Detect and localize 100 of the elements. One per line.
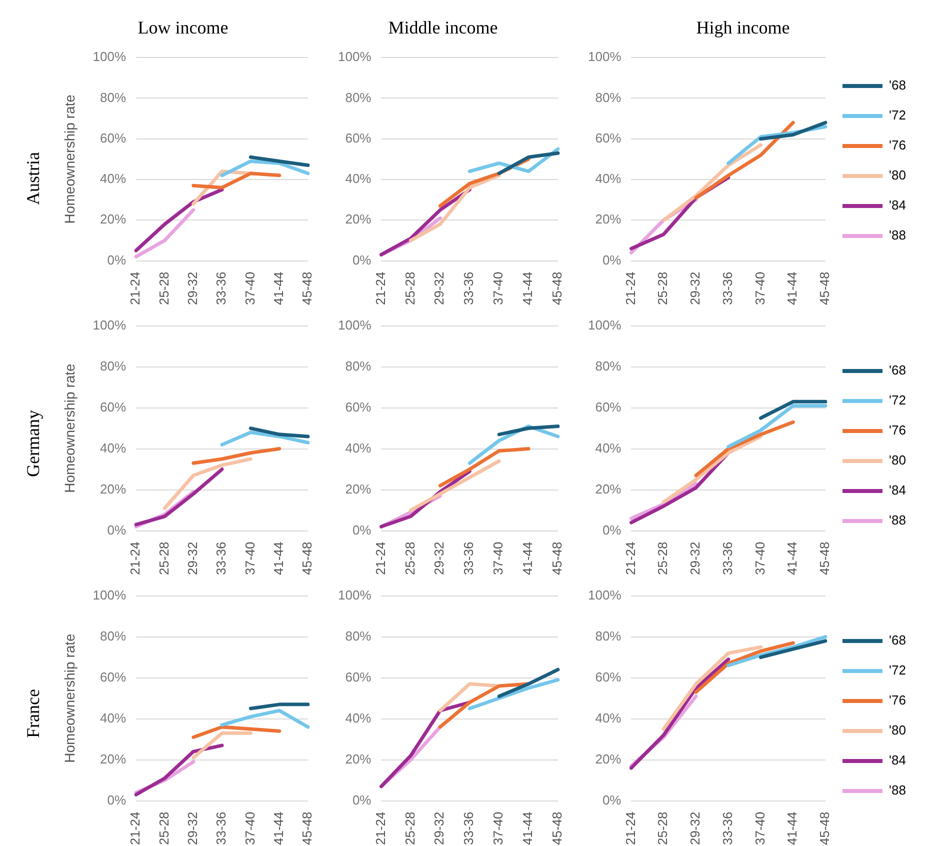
x-tick-label: 25-28: [156, 272, 172, 305]
x-tick-label: 25-28: [655, 812, 670, 845]
x-tick-label: 33-36: [214, 272, 229, 305]
y-tick-label: 100%: [92, 317, 126, 332]
x-tick-label: 45-48: [550, 542, 565, 575]
legend-label: '76: [889, 422, 906, 438]
legend-label: '80: [889, 168, 906, 183]
x-tick-label: 37-40: [490, 812, 506, 845]
x-tick-label: 37-40: [242, 272, 258, 305]
legend-label: '88: [889, 782, 906, 798]
x-tick-label: 21-24: [622, 272, 638, 305]
y-axis-title: Homeownership rate: [61, 94, 78, 224]
x-tick-label: 21-24: [372, 542, 388, 575]
y-tick-label: 20%: [100, 212, 126, 227]
y-tick-label: 0%: [602, 252, 622, 268]
y-tick-label: 0%: [352, 792, 372, 808]
x-tick-label: 21-24: [622, 542, 638, 575]
y-tick-label: 40%: [595, 171, 622, 186]
y-tick-label: 20%: [100, 481, 126, 496]
text: Austria: [22, 152, 44, 204]
legend-label: '88: [889, 512, 906, 528]
x-tick-label: 29-32: [432, 542, 447, 575]
y-axis-title: Homeownership rate: [61, 363, 78, 493]
y-tick-label: 60%: [595, 399, 622, 414]
y-tick-label: 40%: [345, 440, 372, 456]
x-tick-label: 21-24: [622, 812, 638, 845]
y-tick-label: 60%: [345, 669, 372, 684]
x-tick-label: 41-44: [784, 542, 800, 575]
y-tick-label: 40%: [100, 440, 126, 456]
chart-title: Middle income: [388, 18, 498, 38]
x-tick-label: 37-40: [752, 812, 768, 845]
y-tick-label: 0%: [602, 792, 622, 808]
y-tick-label: 0%: [352, 252, 372, 268]
x-tick-label: 37-40: [490, 272, 506, 305]
x-tick-label: 41-44: [520, 272, 536, 305]
y-tick-label: 80%: [100, 90, 126, 105]
legend-label: '80: [889, 452, 906, 468]
text: Germany: [22, 410, 44, 476]
x-tick-label: 41-44: [784, 812, 800, 845]
y-tick-label: 40%: [595, 440, 622, 456]
y-tick-label: 80%: [595, 90, 622, 105]
legend-label: '84: [889, 482, 906, 498]
x-tick-label: 41-44: [520, 542, 536, 575]
legend-label: '72: [889, 662, 906, 678]
y-tick-label: 60%: [595, 130, 622, 146]
x-tick-label: 21-24: [372, 272, 388, 305]
x-tick-label: 45-48: [817, 542, 832, 575]
y-tick-label: 80%: [100, 358, 126, 374]
x-tick-label: 33-36: [214, 542, 229, 575]
y-tick-label: 40%: [100, 710, 126, 726]
x-tick-label: 25-28: [156, 542, 172, 575]
x-tick-label: 25-28: [655, 272, 670, 305]
x-tick-label: 21-24: [372, 812, 388, 845]
y-tick-label: 80%: [345, 90, 372, 105]
x-tick-label: 33-36: [461, 272, 476, 305]
x-tick-label: 29-32: [688, 812, 703, 845]
x-tick-label: 33-36: [214, 812, 229, 845]
x-tick-label: 25-28: [156, 812, 172, 845]
y-tick-label: 40%: [345, 710, 372, 726]
legend-label: '76: [889, 138, 906, 153]
x-tick-label: 41-44: [784, 272, 800, 305]
x-tick-label: 37-40: [752, 272, 768, 305]
y-tick-label: 20%: [345, 481, 372, 496]
y-tick-label: 100%: [588, 587, 622, 602]
y-tick-label: 100%: [338, 317, 372, 332]
y-tick-label: 0%: [352, 522, 372, 538]
chart-title: Low income: [138, 18, 228, 38]
x-tick-label: 33-36: [720, 542, 735, 575]
y-tick-label: 0%: [107, 792, 126, 808]
x-tick-label: 29-32: [688, 542, 703, 575]
x-tick-label: 33-36: [461, 542, 476, 575]
y-tick-label: 80%: [595, 358, 622, 374]
x-tick-label: 29-32: [688, 272, 703, 305]
x-tick-label: 45-48: [550, 272, 565, 305]
y-tick-label: 40%: [345, 171, 372, 186]
y-tick-label: 100%: [588, 49, 622, 64]
y-tick-label: 60%: [345, 130, 372, 146]
y-tick-label: 100%: [92, 49, 126, 64]
legend-label: '76: [889, 692, 906, 708]
text: France: [22, 688, 44, 738]
y-tick-label: 20%: [595, 212, 622, 227]
y-tick-label: 80%: [595, 628, 622, 644]
y-tick-label: 60%: [595, 669, 622, 684]
x-tick-label: 45-48: [550, 812, 565, 845]
y-tick-label: 40%: [100, 171, 126, 186]
legend-label: '84: [889, 198, 906, 213]
x-tick-label: 45-48: [300, 272, 315, 305]
x-tick-label: 37-40: [242, 812, 258, 845]
legend-label: '68: [889, 362, 906, 378]
y-tick-label: 60%: [345, 399, 372, 414]
x-tick-label: 29-32: [184, 272, 200, 305]
x-tick-label: 41-44: [520, 812, 536, 845]
y-tick-label: 40%: [595, 710, 622, 726]
y-tick-label: 20%: [595, 751, 622, 766]
x-tick-label: 45-48: [300, 812, 315, 845]
x-tick-label: 25-28: [655, 542, 670, 575]
x-tick-label: 21-24: [128, 272, 143, 305]
y-tick-label: 20%: [345, 212, 372, 227]
x-tick-label: 45-48: [300, 542, 315, 575]
x-tick-label: 25-28: [402, 542, 418, 575]
